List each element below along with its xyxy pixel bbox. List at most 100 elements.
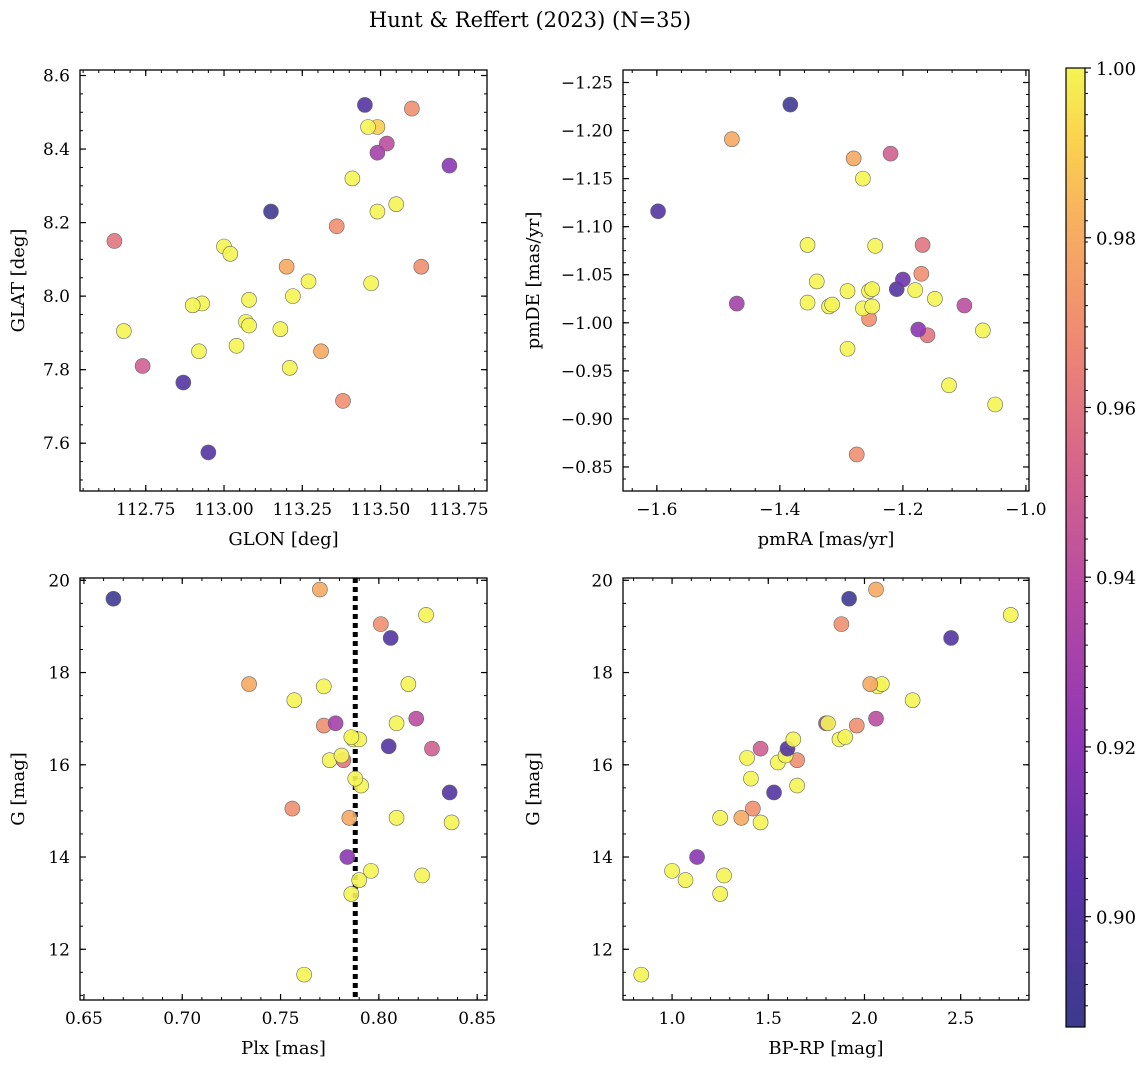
data-point xyxy=(1002,607,1019,623)
figure-title: Hunt & Reffert (2023) (N=35) xyxy=(369,8,691,32)
data-point xyxy=(855,170,871,187)
minor-ticks xyxy=(623,578,1029,1000)
data-point xyxy=(904,692,921,709)
data-point xyxy=(848,717,865,734)
y-tick-label: 18 xyxy=(591,664,613,684)
data-point xyxy=(782,96,799,113)
y-tick-label: 8.4 xyxy=(43,140,70,160)
data-point xyxy=(729,295,745,312)
scatter-points xyxy=(633,581,1019,983)
data-point xyxy=(373,616,389,632)
data-point xyxy=(369,144,386,161)
x-tick-label: −1.4 xyxy=(759,500,800,520)
data-point xyxy=(862,676,879,692)
minor-ticks xyxy=(80,70,487,491)
y-tick-label: 8.6 xyxy=(43,67,70,87)
data-point xyxy=(284,800,301,817)
y-axis-label: pmDE [mas/yr] xyxy=(523,212,544,350)
colorbar-tick-label: 0.98 xyxy=(1096,229,1136,250)
colorbar: 0.90 0.92 0.94 0.96 0.98 1.00 xyxy=(1065,59,1136,1028)
axes-frame xyxy=(622,577,1030,1001)
data-point xyxy=(241,676,257,692)
panel-plx: 0.65 0.70 0.75 0.80 0.85 12 14 16 18 20 Plx [mas] G… xyxy=(8,571,496,1059)
data-point xyxy=(335,393,351,409)
data-point xyxy=(408,710,425,727)
data-point xyxy=(328,218,345,235)
x-axis-label: BP-RP [mag] xyxy=(768,1038,883,1059)
data-point xyxy=(689,849,705,865)
data-point xyxy=(313,343,329,360)
y-tick-label: 12 xyxy=(591,940,613,960)
x-tick-label: −1.2 xyxy=(882,500,923,520)
data-point xyxy=(785,731,802,748)
data-point xyxy=(824,296,840,313)
data-point xyxy=(752,814,769,831)
x-axis-label: GLON [deg] xyxy=(228,529,338,550)
y-tick-label: 18 xyxy=(48,664,70,684)
data-point xyxy=(382,630,399,646)
x-tick-label: 0.75 xyxy=(262,1009,300,1029)
data-point xyxy=(228,337,245,354)
minor-ticks xyxy=(623,70,1029,491)
data-point xyxy=(296,966,312,983)
data-point xyxy=(351,872,367,888)
x-tick-label: 1.5 xyxy=(755,1009,782,1029)
data-point xyxy=(864,281,880,297)
y-tick-label: −1.20 xyxy=(561,122,613,142)
data-point xyxy=(363,275,379,292)
data-point xyxy=(300,273,317,290)
data-point xyxy=(413,258,430,275)
data-point xyxy=(272,321,289,338)
data-point xyxy=(724,131,740,148)
y-tick-label: −1.10 xyxy=(561,218,613,238)
x-tick-label: 2.0 xyxy=(851,1009,878,1029)
data-point xyxy=(745,800,761,817)
data-point xyxy=(388,196,405,213)
data-point xyxy=(839,283,856,299)
data-point xyxy=(441,157,458,174)
data-point xyxy=(941,377,957,394)
data-point xyxy=(743,770,759,787)
scatter-points xyxy=(650,96,1003,463)
data-point xyxy=(733,810,750,826)
panel-pm: −1.6 −1.4 −1.2 −1.0 −0.85 −0.90 −0.95 −1.00 −1.0… xyxy=(523,69,1047,550)
data-point xyxy=(443,814,460,831)
data-point xyxy=(200,444,217,461)
data-point xyxy=(848,446,865,463)
data-point xyxy=(404,100,420,117)
x-tick-label: −1.6 xyxy=(636,500,677,520)
data-point xyxy=(907,282,923,298)
x-tick-label: 0.80 xyxy=(360,1009,398,1029)
data-point xyxy=(895,271,911,288)
data-point xyxy=(184,297,201,314)
y-tick-label: 8.0 xyxy=(43,287,70,307)
panel-sky: 112.75 113.00 113.25 113.50 113.75 7.6 7.8 8.0 8… xyxy=(8,67,489,550)
data-point xyxy=(339,849,356,865)
data-point xyxy=(357,97,373,113)
colorbar-tick-label: 1.00 xyxy=(1096,59,1136,80)
colorbar-tick-label: 0.96 xyxy=(1096,398,1136,419)
y-tick-label: 7.6 xyxy=(43,434,70,454)
data-point xyxy=(388,810,405,826)
data-point xyxy=(845,150,862,167)
axes-frame xyxy=(622,69,1030,492)
y-tick-label: −0.90 xyxy=(561,410,613,430)
data-point xyxy=(927,290,943,307)
data-point xyxy=(360,119,376,135)
panel-cmd: 1.0 1.5 2.0 2.5 12 14 16 18 20 BP-RP [mag] G [mag] xyxy=(523,571,1030,1059)
data-point xyxy=(312,581,328,598)
data-point xyxy=(106,233,123,249)
data-point xyxy=(913,265,930,282)
data-point xyxy=(820,715,836,732)
data-point xyxy=(418,607,434,623)
x-tick-label: 113.25 xyxy=(273,500,332,520)
data-point xyxy=(441,784,458,801)
x-axis-label: pmRA [mas/yr] xyxy=(758,529,895,550)
data-point xyxy=(116,323,132,339)
data-point xyxy=(833,616,850,632)
colorbar-tick-label: 0.90 xyxy=(1096,908,1136,929)
colorbar-gradient xyxy=(1065,67,1086,1028)
y-axis-label: G [mag] xyxy=(523,752,544,825)
y-tick-label: 12 xyxy=(48,940,70,960)
y-tick-label: −0.95 xyxy=(561,362,613,382)
